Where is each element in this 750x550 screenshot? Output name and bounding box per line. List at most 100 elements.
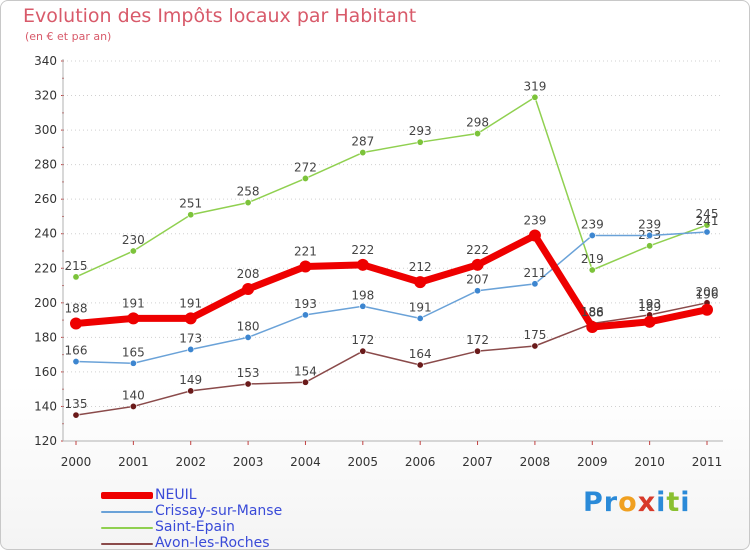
data-label: 191 xyxy=(179,296,202,310)
data-point xyxy=(242,283,255,295)
x-tick-label: 2002 xyxy=(175,455,206,469)
data-point xyxy=(72,411,80,419)
series-line xyxy=(75,231,708,365)
data-point xyxy=(187,211,195,219)
data-point xyxy=(528,229,541,242)
y-gridlines: 120 140 160 180 200 220 240 260 280 300 320 340 xyxy=(34,54,723,448)
x-tick-label: 2008 xyxy=(520,455,551,469)
legend-label: NEUIL xyxy=(155,487,197,503)
x-tick-label: 2005 xyxy=(348,455,379,469)
data-point xyxy=(646,242,654,250)
data-point xyxy=(474,130,482,138)
x-tick-label: 2003 xyxy=(233,455,264,469)
data-point xyxy=(416,138,424,146)
data-label: 166 xyxy=(65,344,88,358)
data-point xyxy=(244,199,252,207)
logo-letter: i xyxy=(656,487,667,518)
data-point xyxy=(299,260,312,273)
data-label: 221 xyxy=(294,245,317,259)
data-point xyxy=(244,380,252,388)
data-point xyxy=(703,221,711,229)
y-tick-label: 120 xyxy=(34,434,57,448)
data-label: 258 xyxy=(237,185,260,199)
data-point xyxy=(70,317,82,330)
y-tick-label: 140 xyxy=(34,399,57,413)
data-point xyxy=(531,280,539,288)
data-label: 154 xyxy=(294,364,317,378)
data-label: 219 xyxy=(581,252,604,266)
logo-letter: i xyxy=(680,487,691,518)
data-label: 165 xyxy=(122,345,145,359)
data-label: 172 xyxy=(351,333,374,347)
chart-subtitle: (en € et par an) xyxy=(25,30,112,43)
data-label: 319 xyxy=(523,79,546,93)
data-label: 251 xyxy=(179,197,202,211)
data-label: 230 xyxy=(122,233,145,247)
data-point xyxy=(127,312,140,325)
y-tick-label: 300 xyxy=(34,123,57,137)
data-point xyxy=(646,231,654,239)
data-point xyxy=(416,314,424,322)
legend-swatch xyxy=(101,492,153,499)
data-point xyxy=(129,359,137,367)
legend-item: Saint-Epain xyxy=(101,519,361,535)
y-tick-label: 240 xyxy=(34,227,57,241)
data-point xyxy=(359,302,367,310)
data-label: 215 xyxy=(65,259,88,273)
data-point xyxy=(416,361,424,369)
series-avon-les-roches: 135 140 149 153 154 172 164 172 175 188 193 200 xyxy=(65,285,718,419)
data-point xyxy=(301,311,309,319)
data-label: 239 xyxy=(523,213,546,227)
x-tick-labels: 2000 2001 2002 2003 2004 2005 2006 2007 2008 2009… xyxy=(61,441,723,469)
data-label: 140 xyxy=(122,388,145,402)
data-point xyxy=(129,402,137,410)
x-tick-label: 2001 xyxy=(118,455,149,469)
y-tick-label: 260 xyxy=(34,192,57,206)
data-point xyxy=(359,149,367,157)
data-point xyxy=(531,93,539,101)
legend-item: NEUIL xyxy=(101,487,361,503)
x-tick-label: 2011 xyxy=(692,455,723,469)
data-label: 272 xyxy=(294,160,317,174)
data-point xyxy=(701,303,713,316)
proxiti-logo: Proxiti xyxy=(583,487,691,518)
data-point xyxy=(72,358,80,366)
data-label: 298 xyxy=(466,116,489,130)
y-tick-label: 280 xyxy=(34,158,57,172)
data-point xyxy=(301,174,309,182)
data-label: 164 xyxy=(409,347,432,361)
data-point xyxy=(703,228,711,236)
legend-item: Avon-les-Roches xyxy=(101,535,361,549)
data-point xyxy=(588,231,596,239)
data-point xyxy=(414,276,427,289)
data-label: 153 xyxy=(237,366,260,380)
data-label: 198 xyxy=(351,288,374,302)
data-label: 149 xyxy=(179,373,202,387)
x-tick-label: 2000 xyxy=(61,455,92,469)
data-label: 175 xyxy=(523,328,546,342)
data-label: 193 xyxy=(294,297,317,311)
data-label: 287 xyxy=(351,135,374,149)
data-point xyxy=(244,333,252,341)
data-label: 172 xyxy=(466,333,489,347)
data-point xyxy=(187,387,195,395)
data-label: 189 xyxy=(638,300,661,314)
x-tick-label: 2007 xyxy=(462,455,493,469)
y-tick-label: 220 xyxy=(34,261,57,275)
legend-item: Crissay-sur-Manse xyxy=(101,503,361,519)
data-label: 208 xyxy=(237,267,260,281)
data-point xyxy=(474,287,482,295)
y-tick-label: 340 xyxy=(34,54,57,68)
logo-letter: x xyxy=(637,487,657,518)
data-label: 222 xyxy=(466,243,489,257)
logo-letter: P xyxy=(583,487,604,518)
y-tick-label: 160 xyxy=(34,365,57,379)
data-label: 239 xyxy=(581,217,604,231)
y-tick-label: 200 xyxy=(34,296,57,310)
series-line xyxy=(72,231,711,331)
series-saint-epain: 215230251258272287293298319219233245 xyxy=(65,79,718,281)
data-label: 135 xyxy=(65,397,88,411)
data-point xyxy=(187,345,195,353)
data-label: 193 xyxy=(638,297,661,311)
